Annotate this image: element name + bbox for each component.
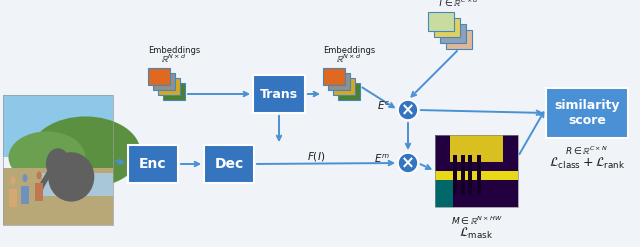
Text: $M \in \mathbb{R}^{N \times HW}$: $M \in \mathbb{R}^{N \times HW}$ — [451, 215, 502, 227]
FancyBboxPatch shape — [435, 135, 518, 207]
Text: Embeddings: Embeddings — [323, 45, 375, 55]
Ellipse shape — [31, 116, 141, 188]
FancyBboxPatch shape — [323, 68, 345, 85]
FancyBboxPatch shape — [3, 168, 113, 225]
FancyBboxPatch shape — [153, 73, 175, 90]
FancyBboxPatch shape — [338, 83, 360, 100]
Circle shape — [398, 100, 418, 120]
Ellipse shape — [22, 174, 28, 182]
Text: $E^c$: $E^c$ — [377, 100, 390, 112]
FancyBboxPatch shape — [450, 135, 503, 162]
FancyBboxPatch shape — [468, 155, 472, 195]
FancyBboxPatch shape — [477, 155, 481, 195]
FancyBboxPatch shape — [434, 18, 460, 37]
FancyBboxPatch shape — [3, 95, 113, 157]
Text: $F(I)$: $F(I)$ — [307, 149, 325, 163]
Ellipse shape — [48, 152, 94, 202]
Ellipse shape — [8, 131, 86, 184]
Text: $E^m$: $E^m$ — [374, 153, 390, 165]
Text: Enc: Enc — [139, 157, 167, 171]
FancyBboxPatch shape — [440, 24, 466, 43]
Circle shape — [398, 153, 418, 173]
FancyBboxPatch shape — [453, 155, 458, 195]
FancyBboxPatch shape — [428, 12, 454, 31]
FancyBboxPatch shape — [9, 189, 17, 206]
Text: ×: × — [401, 102, 415, 120]
Text: $T \in \mathbb{R}^{C \times d}$: $T \in \mathbb{R}^{C \times d}$ — [437, 0, 479, 9]
FancyBboxPatch shape — [333, 78, 355, 95]
Text: $\mathbb{R}^{N \times d}$: $\mathbb{R}^{N \times d}$ — [161, 53, 187, 65]
Text: $\mathbb{R}^{N \times d}$: $\mathbb{R}^{N \times d}$ — [337, 53, 362, 65]
FancyBboxPatch shape — [435, 180, 453, 207]
FancyBboxPatch shape — [446, 30, 472, 49]
Text: Dec: Dec — [214, 157, 244, 171]
Ellipse shape — [46, 148, 70, 180]
FancyBboxPatch shape — [435, 171, 518, 180]
FancyBboxPatch shape — [158, 78, 180, 95]
FancyBboxPatch shape — [546, 88, 628, 138]
FancyBboxPatch shape — [163, 83, 185, 100]
Text: $R \in \mathbb{R}^{C \times N}$: $R \in \mathbb{R}^{C \times N}$ — [566, 145, 609, 157]
FancyBboxPatch shape — [461, 155, 465, 195]
Text: Trans: Trans — [260, 87, 298, 101]
FancyBboxPatch shape — [253, 75, 305, 113]
FancyBboxPatch shape — [204, 145, 254, 183]
FancyBboxPatch shape — [328, 73, 350, 90]
FancyBboxPatch shape — [42, 173, 113, 196]
FancyBboxPatch shape — [21, 186, 29, 204]
Text: Embeddings: Embeddings — [148, 45, 200, 55]
FancyBboxPatch shape — [148, 68, 170, 85]
FancyBboxPatch shape — [35, 184, 43, 201]
Text: $\mathcal{L}_{\mathrm{class}} + \mathcal{L}_{\mathrm{rank}}$: $\mathcal{L}_{\mathrm{class}} + \mathcal… — [548, 156, 625, 171]
Text: ×: × — [401, 155, 415, 172]
Text: similarity
score: similarity score — [554, 99, 620, 127]
Ellipse shape — [36, 171, 42, 179]
Ellipse shape — [10, 177, 15, 185]
FancyBboxPatch shape — [128, 145, 178, 183]
Text: $\mathcal{L}_{\mathrm{mask}}$: $\mathcal{L}_{\mathrm{mask}}$ — [460, 226, 493, 241]
